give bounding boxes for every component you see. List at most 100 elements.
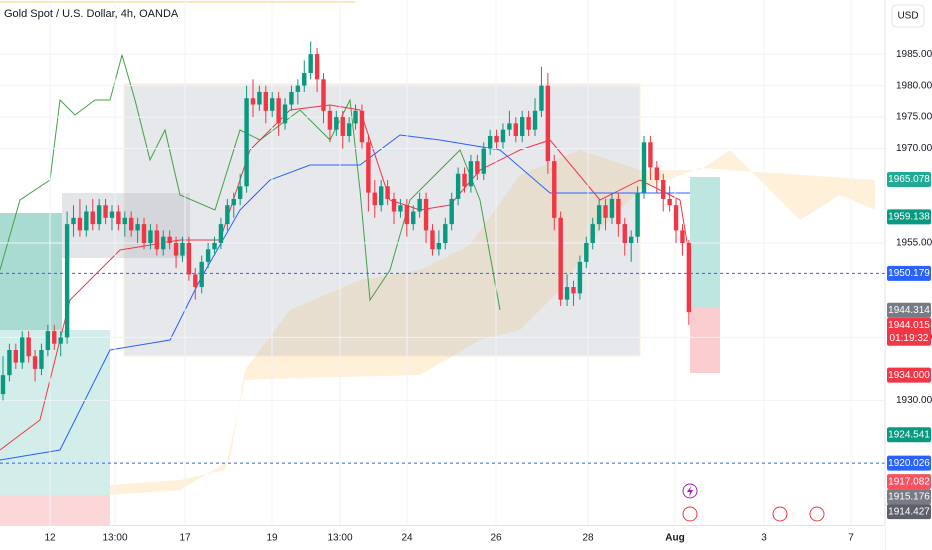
candle-body bbox=[436, 242, 442, 250]
candle-body bbox=[250, 98, 256, 105]
position-profit bbox=[0, 213, 62, 330]
x-tick-label: 19 bbox=[266, 533, 278, 544]
candle-body bbox=[116, 211, 121, 225]
price-label: 1965.078 bbox=[888, 174, 930, 185]
candle-body bbox=[532, 110, 538, 130]
y-tick-label: 1985.000 bbox=[896, 49, 932, 60]
event-icon[interactable] bbox=[772, 506, 788, 522]
candle-body bbox=[398, 205, 403, 212]
candle-body bbox=[20, 337, 25, 363]
candle-body bbox=[237, 186, 243, 199]
candle-body bbox=[520, 117, 525, 136]
price-label: 1944.015 bbox=[888, 320, 930, 331]
candle-body bbox=[372, 192, 377, 206]
candle-body bbox=[193, 274, 198, 288]
candle-body bbox=[500, 129, 506, 143]
candle-body bbox=[462, 173, 467, 187]
candle-body bbox=[603, 205, 608, 218]
candle-body bbox=[404, 205, 410, 225]
price-label: 1950.179 bbox=[888, 268, 930, 279]
x-tick-label: 26 bbox=[490, 533, 502, 544]
price-label-box bbox=[887, 172, 931, 188]
price-label-box bbox=[887, 302, 931, 318]
price-label: 1959.138 bbox=[888, 212, 930, 223]
price-labels: 1965.078 1959.138 1950.179 1944.314 1944.015… bbox=[887, 172, 931, 520]
countdown: 01:19:32 bbox=[890, 333, 929, 344]
candle-body bbox=[648, 142, 653, 168]
candle-body bbox=[321, 79, 326, 111]
price-label-box bbox=[887, 474, 931, 490]
price-label-box bbox=[887, 209, 931, 225]
position-loss bbox=[690, 308, 720, 373]
range-box bbox=[62, 193, 190, 258]
x-tick-label: 24 bbox=[401, 533, 413, 544]
candle-body bbox=[212, 242, 217, 250]
candle-body bbox=[378, 186, 384, 206]
price-label-box bbox=[887, 489, 931, 505]
x-tick-label: 3 bbox=[761, 533, 767, 544]
price-label: 1924.541 bbox=[888, 429, 930, 440]
candle-body bbox=[289, 91, 294, 105]
candle-body bbox=[539, 85, 544, 111]
candle-body bbox=[545, 85, 551, 162]
candle-body bbox=[507, 123, 512, 130]
candle-body bbox=[45, 331, 51, 350]
candle-body bbox=[244, 98, 249, 187]
candle-body bbox=[276, 98, 281, 124]
candle-body bbox=[39, 350, 44, 369]
candle-body bbox=[231, 198, 236, 206]
x-tick-label: Aug bbox=[665, 533, 684, 544]
candle-body bbox=[391, 198, 397, 212]
candle-body bbox=[26, 337, 31, 357]
y-tick-label: 1970.000 bbox=[896, 143, 932, 154]
candle-body bbox=[186, 242, 192, 275]
currency-button[interactable] bbox=[891, 4, 925, 28]
price-label: 1944.314 bbox=[888, 305, 930, 316]
candle-body bbox=[641, 142, 647, 193]
candle-body bbox=[667, 198, 672, 206]
event-icon bbox=[687, 486, 693, 497]
candle-body bbox=[661, 180, 666, 199]
candle-body bbox=[487, 135, 493, 149]
x-tick-label: 13:00 bbox=[327, 533, 352, 544]
candle-body bbox=[314, 54, 320, 80]
candle-body bbox=[205, 249, 211, 262]
candle-body bbox=[513, 123, 518, 136]
candle-body bbox=[180, 242, 185, 256]
position-loss bbox=[0, 495, 110, 525]
candle-body bbox=[673, 205, 679, 231]
candle-body bbox=[417, 198, 422, 212]
candle-body bbox=[385, 186, 390, 199]
candle-body bbox=[635, 192, 640, 237]
candle-body bbox=[77, 217, 83, 231]
chart-title: Gold Spot / U.S. Dollar, 4h, OANDA bbox=[4, 8, 179, 20]
price-label-box bbox=[887, 265, 931, 281]
event-icon[interactable] bbox=[682, 506, 698, 522]
candle-body bbox=[32, 356, 38, 369]
candle-body bbox=[475, 161, 480, 174]
candle-body bbox=[141, 224, 147, 243]
candle-body bbox=[359, 110, 365, 143]
candle-body bbox=[161, 236, 166, 250]
candle-body bbox=[577, 261, 583, 294]
candle-body bbox=[468, 161, 474, 187]
y-tick-label: 1980.000 bbox=[896, 80, 932, 91]
candle-body bbox=[609, 198, 615, 218]
candle-body bbox=[455, 173, 461, 199]
candle-body bbox=[481, 148, 486, 174]
candle-body bbox=[334, 117, 339, 130]
candle-body bbox=[628, 236, 634, 243]
candle-body bbox=[654, 167, 660, 181]
candle-body bbox=[590, 224, 595, 243]
candle-body bbox=[680, 230, 685, 243]
candle-body bbox=[443, 224, 448, 243]
candle-body bbox=[686, 242, 692, 313]
candle-body bbox=[225, 205, 230, 225]
event-icon[interactable] bbox=[809, 506, 825, 522]
price-label: 1934.000 bbox=[888, 370, 930, 381]
price-label-box bbox=[887, 504, 931, 520]
candle-body bbox=[526, 117, 531, 130]
cloud bbox=[110, 150, 875, 495]
candles bbox=[0, 41, 692, 401]
